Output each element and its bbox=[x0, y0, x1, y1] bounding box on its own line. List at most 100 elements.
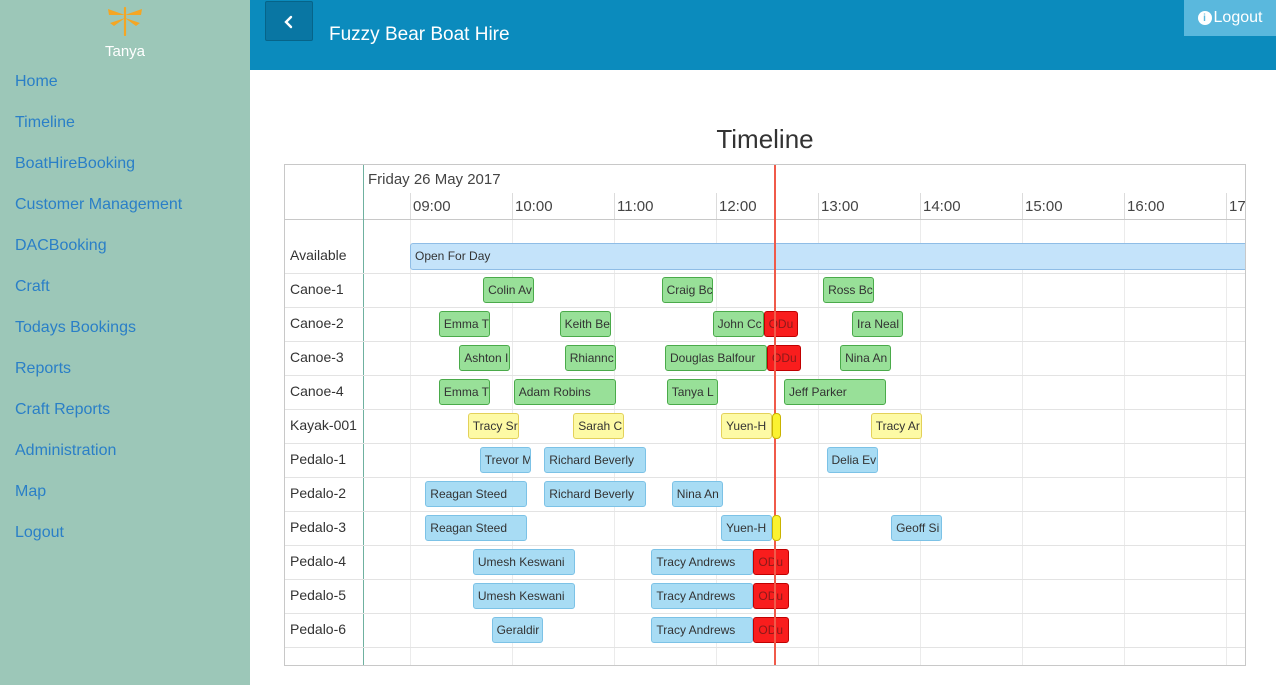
back-button[interactable] bbox=[265, 1, 313, 41]
booking-block[interactable]: Tracy Andrews bbox=[651, 617, 754, 643]
booking-block[interactable]: Tracy Andrews bbox=[651, 583, 754, 609]
sidebar-item-boathirebooking[interactable]: BoatHireBooking bbox=[15, 155, 136, 172]
booking-block[interactable]: Tracy Ar bbox=[870, 413, 922, 439]
sidebar-item-reports[interactable]: Reports bbox=[15, 360, 72, 377]
booking-block[interactable]: ODu bbox=[753, 583, 790, 609]
hour-label: 17 bbox=[1229, 198, 1246, 215]
sidebar-item-logout[interactable]: Logout bbox=[15, 524, 64, 541]
row-separator bbox=[285, 409, 1245, 410]
booking-block[interactable]: ODu bbox=[753, 549, 790, 575]
hour-label: 10:00 bbox=[515, 198, 553, 215]
craft-label: Canoe-1 bbox=[290, 281, 344, 297]
dragonfly-icon[interactable] bbox=[105, 6, 145, 36]
hour-label: 09:00 bbox=[413, 198, 451, 215]
row-separator bbox=[285, 443, 1245, 444]
booking-block[interactable]: Yuen-H bbox=[721, 413, 773, 439]
info-circle-icon: i bbox=[1197, 11, 1212, 25]
booking-block[interactable]: ODu bbox=[763, 311, 798, 337]
hour-label: 11:00 bbox=[617, 198, 654, 215]
booking-block[interactable]: Nina An bbox=[671, 481, 723, 507]
booking-block[interactable]: ODu bbox=[767, 345, 801, 371]
row-separator bbox=[285, 477, 1245, 478]
booking-block[interactable]: Reagan Steed bbox=[425, 481, 528, 507]
craft-label: Pedalo-6 bbox=[290, 621, 347, 637]
hour-gridline bbox=[410, 220, 411, 665]
label-column-divider bbox=[363, 165, 364, 665]
logout-button[interactable]: i Logout bbox=[1184, 0, 1276, 36]
booking-block[interactable]: Emma T bbox=[438, 379, 490, 405]
sidebar-item-map[interactable]: Map bbox=[15, 483, 47, 500]
booking-block[interactable]: Tracy Sr bbox=[467, 413, 519, 439]
row-separator bbox=[285, 307, 1245, 308]
sidebar-item-customer-management[interactable]: Customer Management bbox=[15, 196, 183, 213]
row-separator bbox=[285, 375, 1245, 376]
chevron-left-icon bbox=[284, 16, 293, 29]
booking-block[interactable]: Nina An bbox=[840, 345, 892, 371]
hour-gridline bbox=[716, 220, 717, 665]
header-divider bbox=[285, 219, 1245, 220]
hour-label: 14:00 bbox=[923, 198, 961, 215]
timeline-grid: Friday 26 May 2017 Available Open For Da… bbox=[284, 164, 1246, 666]
booking-marker[interactable] bbox=[772, 515, 781, 541]
row-separator bbox=[285, 273, 1245, 274]
sidebar-item-timeline[interactable]: Timeline bbox=[15, 114, 75, 131]
hour-gridline bbox=[614, 220, 615, 665]
craft-label: Pedalo-5 bbox=[290, 587, 347, 603]
booking-block[interactable]: Yuen-H bbox=[721, 515, 773, 541]
booking-block[interactable]: Richard Beverly bbox=[544, 447, 647, 473]
booking-block[interactable]: Richard Beverly bbox=[544, 481, 647, 507]
row-label-available: Available bbox=[290, 247, 347, 263]
craft-label: Canoe-3 bbox=[290, 349, 344, 365]
hour-label: 16:00 bbox=[1127, 198, 1165, 215]
row-separator bbox=[285, 511, 1245, 512]
row-separator bbox=[285, 613, 1245, 614]
booking-block[interactable]: Tracy Andrews bbox=[651, 549, 754, 575]
booking-marker[interactable] bbox=[772, 413, 781, 439]
hour-tick bbox=[1226, 193, 1227, 219]
sidebar-item-craft-reports[interactable]: Craft Reports bbox=[15, 401, 111, 418]
hour-tick bbox=[614, 193, 615, 219]
booking-block[interactable]: Umesh Keswani bbox=[472, 549, 575, 575]
craft-label: Pedalo-1 bbox=[290, 451, 347, 467]
craft-label: Canoe-4 bbox=[290, 383, 344, 399]
hour-gridline bbox=[1022, 220, 1023, 665]
booking-block[interactable]: Trevor M bbox=[479, 447, 531, 473]
sidebar-item-administration[interactable]: Administration bbox=[15, 442, 117, 459]
booking-block[interactable]: ODu bbox=[753, 617, 790, 643]
booking-block[interactable]: Adam Robins bbox=[513, 379, 616, 405]
sidebar-item-dacbooking[interactable]: DACBooking bbox=[15, 237, 107, 254]
booking-block[interactable]: Geraldir bbox=[491, 617, 543, 643]
booking-block[interactable]: John Cc bbox=[712, 311, 764, 337]
booking-block[interactable]: Reagan Steed bbox=[425, 515, 528, 541]
page-title: Timeline bbox=[716, 124, 814, 154]
booking-block[interactable]: Keith Be bbox=[559, 311, 611, 337]
available-bar[interactable]: Open For Day bbox=[410, 243, 1245, 270]
top-header: Fuzzy Bear Boat Hire i Logout bbox=[250, 0, 1276, 70]
sidebar-item-craft[interactable]: Craft bbox=[15, 278, 50, 295]
app-title: Fuzzy Bear Boat Hire bbox=[329, 24, 510, 45]
booking-block[interactable]: Douglas Balfour bbox=[665, 345, 767, 371]
hour-label: 15:00 bbox=[1025, 198, 1063, 215]
booking-block[interactable]: Umesh Keswani bbox=[472, 583, 575, 609]
booking-block[interactable]: Jeff Parker bbox=[784, 379, 886, 405]
row-separator bbox=[285, 545, 1245, 546]
booking-block[interactable]: Tanya L bbox=[666, 379, 718, 405]
craft-label: Pedalo-4 bbox=[290, 553, 347, 569]
craft-label: Canoe-2 bbox=[290, 315, 344, 331]
booking-block[interactable]: Delia Ev bbox=[826, 447, 878, 473]
hour-gridline bbox=[512, 220, 513, 665]
booking-block[interactable]: Rhiannc bbox=[564, 345, 616, 371]
sidebar-item-todays-bookings[interactable]: Todays Bookings bbox=[15, 319, 136, 336]
booking-block[interactable]: Emma T bbox=[438, 311, 490, 337]
hour-gridline bbox=[1124, 220, 1125, 665]
booking-block[interactable]: Sarah C bbox=[573, 413, 625, 439]
sidebar-item-home[interactable]: Home bbox=[15, 73, 58, 90]
booking-block[interactable]: Ross Bc bbox=[823, 277, 875, 303]
booking-block[interactable]: Ira Neal bbox=[852, 311, 903, 337]
booking-block[interactable]: Geoff Si bbox=[891, 515, 943, 541]
booking-block[interactable]: Craig Bc bbox=[661, 277, 713, 303]
booking-block[interactable]: Ashton I bbox=[459, 345, 511, 371]
hour-tick bbox=[1124, 193, 1125, 219]
user-name: Tanya bbox=[104, 43, 146, 60]
booking-block[interactable]: Colin Av bbox=[483, 277, 535, 303]
